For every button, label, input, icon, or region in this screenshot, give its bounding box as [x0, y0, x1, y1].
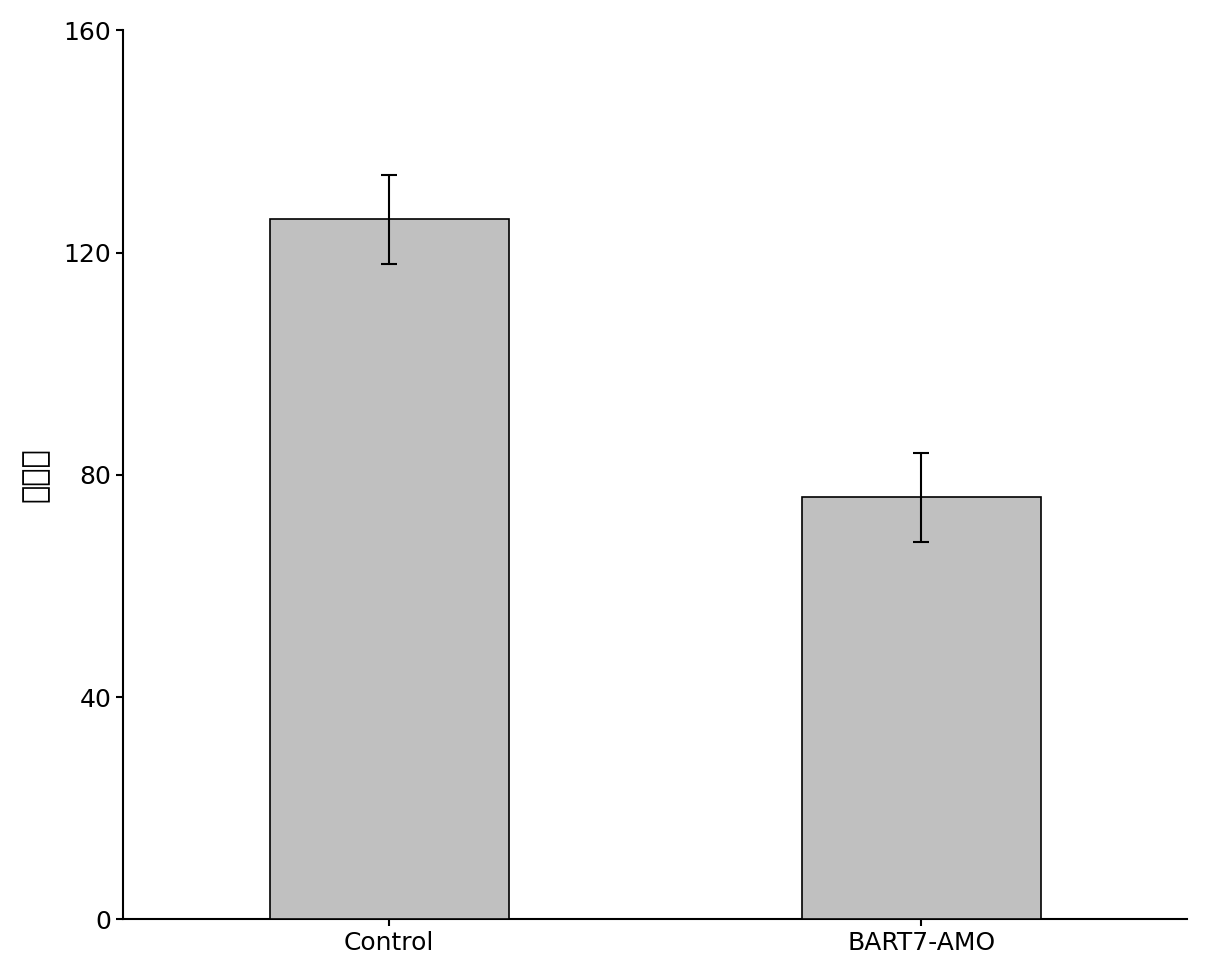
Y-axis label: 细胞数: 细胞数: [21, 447, 50, 503]
Bar: [269, 220, 509, 919]
Bar: [801, 497, 1041, 919]
